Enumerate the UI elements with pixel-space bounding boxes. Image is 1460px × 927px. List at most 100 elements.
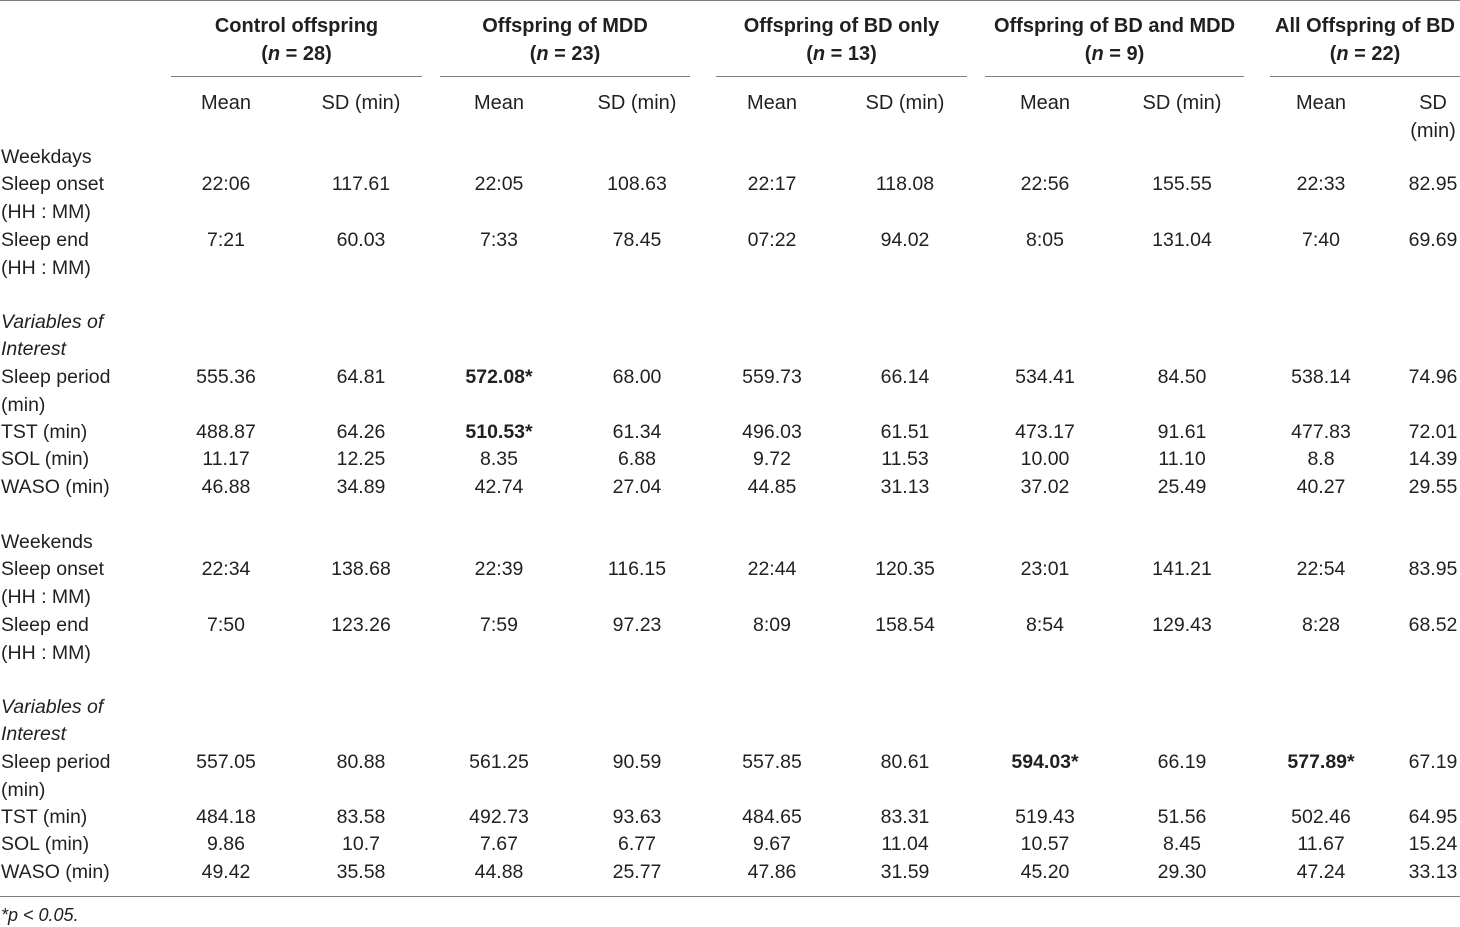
table-cell: 69.69 (1408, 229, 1458, 251)
table-cell: 11.67 (1297, 833, 1345, 855)
table-cell: 37.02 (1020, 476, 1070, 498)
table-cell: 31.59 (880, 861, 930, 883)
table-cell: 80.88 (336, 751, 386, 773)
table-cell: 7:33 (480, 229, 518, 251)
group-header: All Offspring of BD (n = 22) (1270, 12, 1460, 68)
section-variables-of-interest: Interest (1, 723, 67, 745)
table-cell: 64.26 (336, 421, 386, 443)
table-cell: 25.77 (612, 861, 662, 883)
table-cell: 557.85 (742, 751, 802, 773)
table-cell: 66.14 (880, 366, 930, 388)
table-cell: 29.30 (1157, 861, 1207, 883)
table-cell: 74.96 (1408, 366, 1458, 388)
section-weekdays: Weekdays (1, 146, 92, 168)
group-rule (716, 76, 967, 77)
table-cell: 35.58 (336, 861, 386, 883)
table-cell: 8:05 (1026, 229, 1064, 251)
table-cell: 11.10 (1158, 448, 1206, 470)
table-cell: 22:54 (1296, 558, 1346, 580)
table-cell: 07:22 (747, 229, 797, 251)
row-label: WASO (min) (1, 476, 110, 498)
table-cell: 8.45 (1163, 833, 1201, 855)
row-label: (HH : MM) (1, 585, 91, 608)
table-cell: 123.26 (331, 614, 391, 636)
section-variables-of-interest: Interest (1, 338, 67, 360)
table-cell: 8:09 (753, 614, 791, 636)
table-cell: 155.55 (1152, 173, 1212, 195)
group-title: Offspring of BD only (743, 15, 940, 37)
table-cell: 15.24 (1408, 833, 1458, 855)
table-cell: 49.42 (201, 861, 251, 883)
table-cell: 496.03 (742, 421, 802, 443)
table-cell: 31.13 (880, 476, 930, 498)
table-cell: 64.81 (336, 366, 386, 388)
table-cell: 83.95 (1408, 558, 1458, 580)
group-sample-size: (n = 28) (261, 43, 332, 65)
table-cell: 84.50 (1157, 366, 1207, 388)
subheader-mean: Mean (1019, 92, 1071, 114)
subheader-sd: SD (min) (1410, 92, 1456, 142)
table-cell: 138.68 (331, 558, 391, 580)
bottom-rule (0, 896, 1460, 897)
table-cell: 47.86 (747, 861, 797, 883)
subheader-mean: Mean (200, 92, 252, 114)
row-label: WASO (min) (1, 861, 110, 883)
table-cell: 7:59 (480, 614, 518, 636)
table-cell: 10.57 (1020, 833, 1070, 855)
table-cell: 45.20 (1020, 861, 1070, 883)
table-cell: 594.03* (1011, 751, 1079, 773)
subheader-mean: Mean (1295, 92, 1347, 114)
group-rule (440, 76, 690, 77)
group-header: Control offspring (n = 28) (171, 12, 422, 68)
table-cell: 97.23 (612, 614, 662, 636)
table-cell: 23:01 (1020, 558, 1070, 580)
group-header: Offspring of BD only (n = 13) (716, 12, 967, 68)
table-cell: 22:17 (747, 173, 797, 195)
table-cell: 64.95 (1408, 806, 1458, 828)
table-cell: 29.55 (1408, 476, 1458, 498)
table-cell: 131.04 (1152, 229, 1212, 251)
table-cell: 108.63 (607, 173, 667, 195)
group-title: Control offspring (214, 15, 379, 37)
table-cell: 488.87 (196, 421, 256, 443)
table-cell: 9.72 (753, 448, 791, 470)
table-cell: 11.17 (202, 448, 250, 470)
table-cell: 9.86 (207, 833, 245, 855)
table-cell: 141.21 (1152, 558, 1212, 580)
table-cell: 8.35 (480, 448, 518, 470)
subheader-sd: SD (min) (597, 92, 677, 114)
footnote: *p < 0.05. (1, 905, 79, 925)
section-weekends: Weekends (1, 531, 93, 553)
table-cell: 9.67 (753, 833, 791, 855)
table-cell: 22:56 (1020, 173, 1070, 195)
row-label: Sleep period (1, 751, 111, 773)
table-cell: 66.19 (1157, 751, 1207, 773)
table-cell: 44.88 (474, 861, 524, 883)
subheader-mean: Mean (473, 92, 525, 114)
table-cell: 22:44 (747, 558, 797, 580)
table-cell: 82.95 (1408, 173, 1458, 195)
table-cell: 118.08 (875, 173, 935, 195)
group-sample-size: (n = 22) (1329, 43, 1401, 65)
table-cell: 502.46 (1291, 806, 1351, 828)
section-variables-of-interest: Variables of (1, 311, 104, 333)
table-cell: 492.73 (469, 806, 529, 828)
row-label: Sleep end (1, 614, 89, 636)
table-cell: 83.31 (880, 806, 930, 828)
table-cell: 120.35 (875, 558, 935, 580)
table-cell: 6.88 (618, 448, 656, 470)
row-label: (HH : MM) (1, 200, 91, 223)
table-cell: 60.03 (336, 229, 386, 251)
table-cell: 42.74 (474, 476, 524, 498)
table-cell: 78.45 (612, 229, 662, 251)
row-label: Sleep end (1, 229, 89, 251)
table-cell: 6.77 (618, 833, 656, 855)
subheader-mean: Mean (746, 92, 798, 114)
table-cell: 577.89* (1287, 751, 1355, 773)
group-header: Offspring of MDD (n = 23) (440, 12, 690, 68)
table-cell: 473.17 (1015, 421, 1075, 443)
table-cell: 80.61 (880, 751, 930, 773)
table-cell: 68.52 (1408, 614, 1458, 636)
row-label: TST (min) (1, 421, 88, 443)
table-cell: 34.89 (336, 476, 386, 498)
